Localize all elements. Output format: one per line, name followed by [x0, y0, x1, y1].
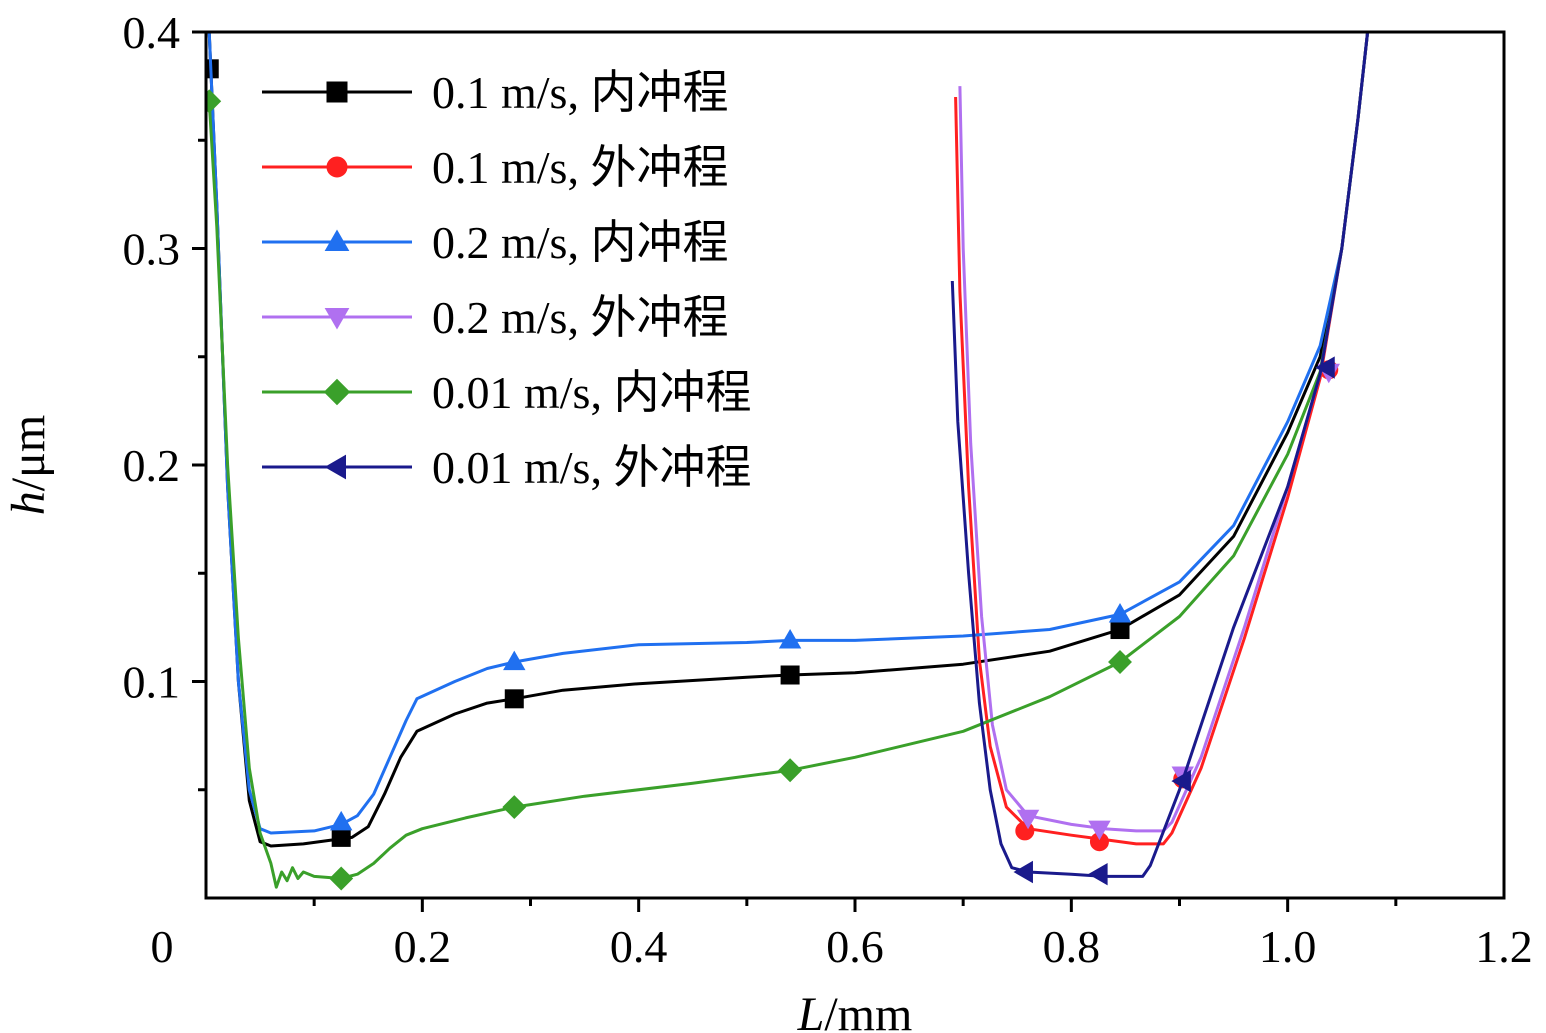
series-marker-square	[331, 827, 351, 847]
y-tick-label: 0.3	[123, 224, 181, 275]
series-marker-triangle-up	[324, 229, 350, 251]
series-marker-diamond	[329, 866, 354, 891]
series-marker-triangle-up	[503, 650, 526, 671]
x-tick-label: 0	[151, 921, 174, 972]
x-tick-label: 0.8	[1043, 921, 1101, 972]
series-marker-triangle-down	[324, 308, 350, 330]
series-marker-triangle-left	[1013, 860, 1033, 884]
ticks-layer: 0 0.2 0.4 0.6 0.8 1.0 1.2 0.1 0.2 0.3 0.4	[123, 7, 1533, 972]
legend-label: 0.1 m/s, 外冲程	[432, 142, 728, 193]
legend: 0.1 m/s, 内冲程 0.1 m/s, 外冲程 0.2 m/s, 内冲程 0.2 …	[262, 67, 751, 493]
series-5	[950, 32, 1370, 886]
series-marker-circle	[326, 156, 348, 178]
series-marker-triangle-left	[1171, 769, 1191, 793]
series-layer	[206, 32, 1370, 891]
x-axis-label-italic: L	[797, 988, 825, 1033]
series-marker-triangle-up	[329, 810, 353, 831]
series-marker-circle	[1015, 821, 1035, 841]
legend-label: 0.2 m/s, 外冲程	[432, 292, 728, 343]
x-axis-label-unit: /mm	[824, 988, 912, 1033]
series-marker-square	[780, 665, 800, 685]
series-marker-triangle-left	[1315, 356, 1335, 379]
series-marker-triangle-up	[1108, 603, 1132, 623]
series-marker-triangle-left	[1088, 862, 1108, 886]
legend-item: 0.2 m/s, 内冲程	[262, 217, 728, 268]
series-marker-diamond	[1108, 650, 1132, 674]
x-tick-label: 0.4	[610, 921, 668, 972]
y-tick-label: 0.4	[123, 7, 181, 58]
series-marker-square	[1110, 620, 1130, 640]
legend-item: 0.2 m/s, 外冲程	[262, 292, 728, 343]
x-tick-label: 0.2	[394, 921, 452, 972]
legend-label: 0.1 m/s, 内冲程	[432, 67, 728, 118]
y-axis-label-italic: h	[2, 491, 55, 515]
legend-item: 0.1 m/s, 内冲程	[262, 67, 728, 118]
x-tick-label: 0.6	[826, 921, 884, 972]
series-line	[207, 32, 1370, 835]
series-marker-triangle-down	[1088, 820, 1111, 841]
series-marker-diamond	[206, 89, 222, 114]
legend-label: 0.01 m/s, 内冲程	[432, 367, 751, 418]
series-marker-diamond	[778, 758, 803, 783]
series-marker-triangle-down	[1016, 809, 1040, 830]
legend-label: 0.2 m/s, 内冲程	[432, 217, 728, 268]
y-tick-label: 0.2	[123, 440, 181, 491]
series-4	[206, 32, 1370, 891]
series-marker-triangle-up	[778, 629, 802, 649]
series-marker-triangle-left	[324, 454, 346, 480]
y-tick-label: 0.1	[123, 657, 181, 708]
legend-item: 0.01 m/s, 内冲程	[262, 367, 751, 418]
legend-label: 0.01 m/s, 外冲程	[432, 442, 751, 493]
series-marker-diamond	[502, 795, 527, 820]
x-axis-label: L/mm	[797, 988, 913, 1033]
legend-item: 0.1 m/s, 外冲程	[262, 142, 728, 193]
series-marker-square	[326, 81, 348, 103]
y-axis-label: h/μm	[2, 415, 55, 515]
series-2	[207, 32, 1370, 835]
legend-item: 0.01 m/s, 外冲程	[262, 442, 751, 493]
x-tick-label: 1.2	[1475, 921, 1533, 972]
series-line	[207, 32, 1370, 889]
series-marker-square	[504, 689, 524, 709]
y-axis-label-unit: /μm	[2, 415, 55, 491]
series-marker-diamond	[323, 378, 351, 406]
x-tick-label: 1.0	[1259, 921, 1317, 972]
